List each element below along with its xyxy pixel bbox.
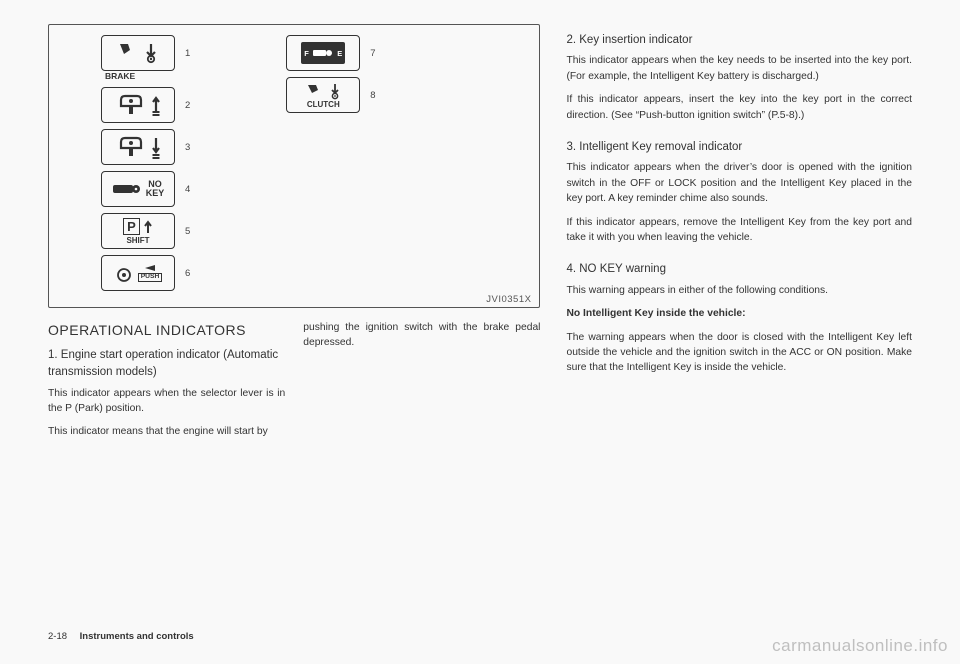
page-footer: 2-18 Instruments and controls [48, 631, 194, 642]
key-insertion-heading: 2. Key insertion indicator [566, 32, 912, 49]
no-key-bold: No Intelligent Key inside the vehicle: [566, 308, 745, 319]
icon-row-8: CLUTCH 8 [286, 77, 375, 113]
push-ignition-icon: PUSH [101, 255, 175, 291]
chapter-title: Instruments and controls [80, 631, 194, 642]
parking-brake-apply-icon [101, 129, 175, 165]
icon-number: 5 [185, 226, 190, 237]
icon-number: 4 [185, 184, 190, 195]
no-key-heading: 4. NO KEY warning [566, 261, 912, 278]
parking-brake-release-icon [101, 87, 175, 123]
left-text-col2: pushing the ignition switch with the bra… [303, 320, 540, 448]
watermark: carmanualsonline.info [772, 636, 948, 656]
icon-column-right: F E 7 [286, 35, 375, 291]
key-removal-p2: If this indicator appears, remove the In… [566, 215, 912, 246]
engine-start-subhead: 1. Engine start operation indicator (Aut… [48, 347, 285, 382]
fuel-key-icon: F E [286, 35, 360, 71]
clutch-label: CLUTCH [307, 100, 340, 109]
icon-number: 6 [185, 268, 190, 279]
key-removal-heading: 3. Intelligent Key removal indicator [566, 139, 912, 156]
icon-number: 1 [185, 48, 190, 59]
left-text-col1: OPERATIONAL INDICATORS 1. Engine start o… [48, 320, 285, 448]
icon-row-6: PUSH 6 [101, 255, 190, 291]
icon-column-left: 1 BRAKE [101, 35, 190, 291]
shift-p-icon: P SHIFT [101, 213, 175, 249]
clutch-indicator-icon: CLUTCH [286, 77, 360, 113]
shift-label: SHIFT [126, 236, 149, 245]
icon-number: 8 [370, 90, 375, 101]
brake-label: BRAKE [105, 71, 190, 81]
icon-row-3: 3 [101, 129, 190, 165]
no-key-label: NOKEY [146, 180, 165, 197]
icon-number: 7 [370, 48, 375, 59]
icon-row-1: 1 [101, 35, 190, 71]
no-key-icon: NOKEY [101, 171, 175, 207]
key-insertion-p1: This indicator appears when the key need… [566, 53, 912, 84]
icon-number: 3 [185, 142, 190, 153]
icon-grid: 1 BRAKE [101, 35, 523, 291]
no-key-p2: The warning appears when the door is clo… [566, 330, 912, 376]
indicator-diagram: 1 BRAKE [48, 24, 540, 308]
diagram-code: JVI0351X [486, 294, 531, 305]
icon-row-2: 2 [101, 87, 190, 123]
left-text-block: OPERATIONAL INDICATORS 1. Engine start o… [48, 320, 540, 448]
operational-indicators-heading: OPERATIONAL INDICATORS [48, 320, 285, 341]
key-insertion-p2: If this indicator appears, insert the ke… [566, 92, 912, 123]
icon-row-5: P SHIFT 5 [101, 213, 190, 249]
engine-start-p3: pushing the ignition switch with the bra… [303, 320, 540, 351]
icon-row-7: F E 7 [286, 35, 375, 71]
right-column: 2. Key insertion indicator This indicato… [566, 24, 912, 644]
brake-indicator-icon [101, 35, 175, 71]
manual-page: 1 BRAKE [0, 0, 960, 664]
key-removal-p1: This indicator appears when the driver’s… [566, 160, 912, 206]
push-label: PUSH [138, 273, 163, 283]
no-key-p1: This warning appears in either of the fo… [566, 283, 912, 298]
icon-row-4: NOKEY 4 [101, 171, 190, 207]
left-column: 1 BRAKE [48, 24, 540, 644]
icon-number: 2 [185, 100, 190, 111]
engine-start-p1: This indicator appears when the selector… [48, 386, 285, 417]
page-number: 2-18 [48, 631, 67, 642]
engine-start-p2: This indicator means that the engine wil… [48, 424, 285, 439]
